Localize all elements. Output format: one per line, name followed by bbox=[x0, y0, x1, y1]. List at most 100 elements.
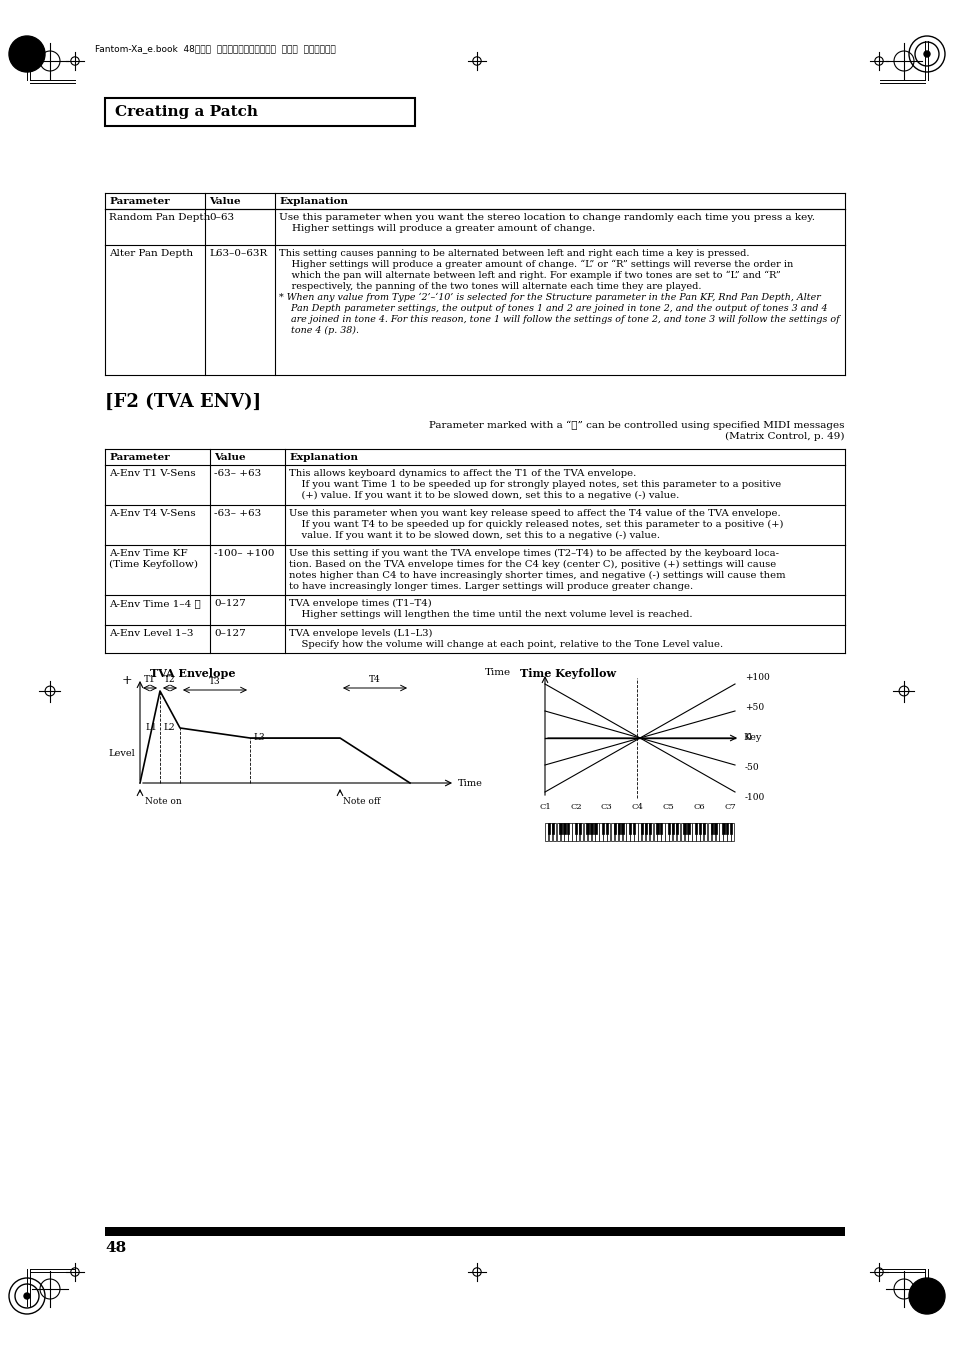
Text: This setting causes panning to be alternated between left and right each time a : This setting causes panning to be altern… bbox=[278, 249, 749, 258]
Bar bbox=[587, 823, 591, 842]
Bar bbox=[560, 823, 563, 842]
Bar bbox=[696, 823, 699, 842]
Bar bbox=[692, 823, 695, 842]
Circle shape bbox=[923, 51, 929, 57]
Bar bbox=[675, 823, 678, 834]
Text: tone 4 (p. 38).: tone 4 (p. 38). bbox=[278, 326, 358, 335]
Bar bbox=[579, 823, 582, 842]
Bar bbox=[105, 1227, 844, 1236]
Bar bbox=[583, 823, 586, 842]
Bar bbox=[556, 823, 559, 842]
Bar bbox=[715, 823, 719, 842]
Bar bbox=[606, 823, 610, 842]
Bar bbox=[617, 823, 619, 834]
Text: T1: T1 bbox=[144, 676, 155, 684]
Text: 0–127: 0–127 bbox=[213, 630, 246, 638]
Bar bbox=[548, 823, 552, 842]
Text: -50: -50 bbox=[744, 763, 759, 773]
Bar bbox=[575, 823, 577, 834]
Bar bbox=[656, 823, 658, 834]
Text: tion. Based on the TVA envelope times for the C4 key (center C), positive (+) se: tion. Based on the TVA envelope times fo… bbox=[289, 561, 776, 569]
Text: are joined in tone 4. For this reason, tone 1 will follow the settings of tone 2: are joined in tone 4. For this reason, t… bbox=[278, 315, 839, 324]
Text: Higher settings will lengthen the time until the next volume level is reached.: Higher settings will lengthen the time u… bbox=[289, 611, 692, 619]
Text: Explanation: Explanation bbox=[289, 453, 357, 462]
Text: Time: Time bbox=[484, 667, 511, 677]
Bar bbox=[659, 823, 661, 834]
Bar bbox=[672, 823, 676, 842]
Bar bbox=[562, 823, 565, 834]
Bar bbox=[725, 823, 728, 834]
Text: L63–0–63R: L63–0–63R bbox=[209, 249, 267, 258]
Text: A-Env T4 V-Sens: A-Env T4 V-Sens bbox=[109, 509, 195, 517]
Text: Use this parameter when you want the stereo location to change randomly each tim: Use this parameter when you want the ste… bbox=[278, 213, 814, 222]
Bar bbox=[688, 823, 691, 842]
Bar bbox=[729, 823, 732, 834]
Text: [F2 (TVA ENV)]: [F2 (TVA ENV)] bbox=[105, 393, 261, 411]
Text: Level: Level bbox=[108, 748, 135, 758]
Bar bbox=[726, 823, 730, 842]
Text: -100: -100 bbox=[744, 793, 764, 802]
Bar bbox=[634, 823, 637, 842]
Bar bbox=[576, 823, 578, 842]
Bar bbox=[707, 823, 711, 842]
Bar bbox=[649, 823, 653, 842]
Text: C7: C7 bbox=[723, 802, 735, 811]
Text: Value: Value bbox=[213, 453, 245, 462]
Bar bbox=[590, 823, 592, 834]
Bar bbox=[684, 823, 687, 842]
Bar bbox=[613, 823, 616, 834]
Bar bbox=[633, 823, 635, 834]
Text: * When any value from Type ‘2’–‘10’ is selected for the Structure parameter in t: * When any value from Type ‘2’–‘10’ is s… bbox=[278, 293, 820, 303]
Circle shape bbox=[9, 36, 45, 72]
Bar bbox=[638, 823, 640, 842]
Bar bbox=[568, 823, 571, 842]
Text: -100– +100: -100– +100 bbox=[213, 549, 274, 558]
Bar bbox=[544, 823, 548, 842]
Bar bbox=[668, 823, 672, 842]
Bar bbox=[578, 823, 580, 834]
Text: C6: C6 bbox=[693, 802, 704, 811]
Text: T4: T4 bbox=[369, 676, 380, 684]
Text: +: + bbox=[121, 674, 132, 688]
Bar bbox=[626, 823, 629, 842]
Text: A-Env T1 V-Sens: A-Env T1 V-Sens bbox=[109, 469, 195, 478]
Bar bbox=[664, 823, 668, 842]
Text: Value: Value bbox=[209, 197, 240, 205]
Text: If you want T4 to be speeded up for quickly released notes, set this parameter t: If you want T4 to be speeded up for quic… bbox=[289, 520, 782, 530]
Bar bbox=[640, 823, 642, 834]
Bar bbox=[648, 823, 650, 834]
Text: This allows keyboard dynamics to affect the T1 of the TVA envelope.: This allows keyboard dynamics to affect … bbox=[289, 469, 636, 478]
Text: Parameter: Parameter bbox=[109, 197, 170, 205]
Text: Note on: Note on bbox=[145, 797, 182, 807]
Text: Note off: Note off bbox=[343, 797, 380, 807]
Bar bbox=[653, 823, 657, 842]
Text: C3: C3 bbox=[600, 802, 612, 811]
Text: Higher settings will produce a greater amount of change. “L” or “R” settings wil: Higher settings will produce a greater a… bbox=[278, 259, 792, 269]
Text: which the pan will alternate between left and right. For example if two tones ar: which the pan will alternate between lef… bbox=[278, 272, 780, 280]
Bar bbox=[605, 823, 608, 834]
Text: TVA Envelope: TVA Envelope bbox=[150, 667, 235, 680]
Text: TVA envelope times (T1–T4): TVA envelope times (T1–T4) bbox=[289, 598, 432, 608]
Text: (Time Keyfollow): (Time Keyfollow) bbox=[109, 561, 198, 569]
Text: 0–127: 0–127 bbox=[213, 598, 246, 608]
Text: Use this parameter when you want key release speed to affect the T4 value of the: Use this parameter when you want key rel… bbox=[289, 509, 780, 517]
Circle shape bbox=[908, 1278, 944, 1315]
Bar bbox=[680, 823, 683, 842]
Text: 0–63: 0–63 bbox=[209, 213, 233, 222]
Bar bbox=[671, 823, 674, 834]
Text: (+) value. If you want it to be slowed down, set this to a negative (-) value.: (+) value. If you want it to be slowed d… bbox=[289, 490, 679, 500]
Bar bbox=[594, 823, 596, 834]
Bar bbox=[105, 99, 415, 126]
Bar bbox=[695, 823, 697, 834]
Bar bbox=[721, 823, 723, 834]
Text: If you want Time 1 to be speeded up for strongly played notes, set this paramete: If you want Time 1 to be speeded up for … bbox=[289, 480, 781, 489]
Bar bbox=[591, 823, 595, 842]
Text: L3: L3 bbox=[253, 734, 264, 743]
Text: Key: Key bbox=[742, 734, 760, 743]
Text: Use this setting if you want the TVA envelope times (T2–T4) to be affected by th: Use this setting if you want the TVA env… bbox=[289, 549, 779, 558]
Text: T3: T3 bbox=[209, 677, 220, 686]
Bar bbox=[700, 823, 702, 842]
Text: Parameter: Parameter bbox=[109, 453, 170, 462]
Text: 48: 48 bbox=[105, 1242, 126, 1255]
Bar bbox=[710, 823, 712, 834]
